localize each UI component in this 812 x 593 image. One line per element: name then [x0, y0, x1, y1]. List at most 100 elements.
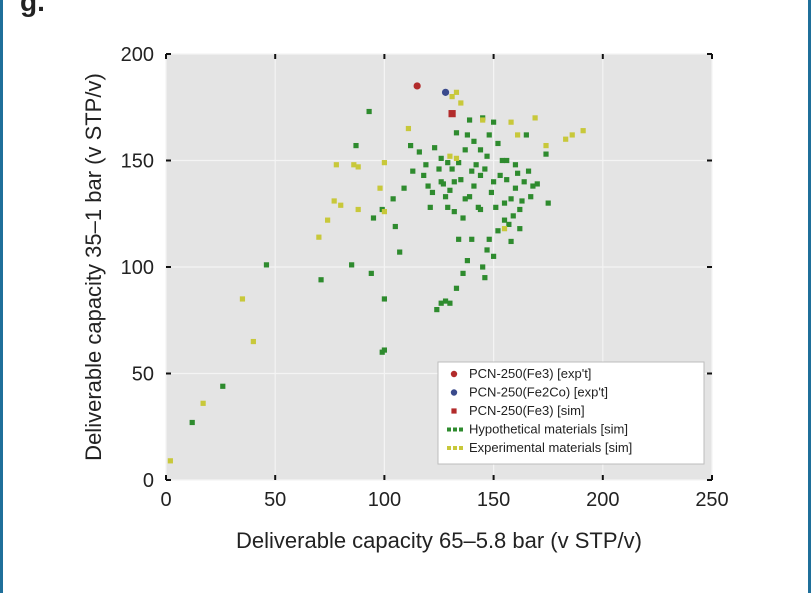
legend-label: PCN-250(Fe3) [exp't] [469, 366, 591, 381]
data-point [381, 347, 387, 353]
data-point [355, 206, 361, 213]
data-point [469, 236, 475, 242]
data-point [333, 162, 339, 168]
data-point [512, 162, 519, 168]
data-point [421, 172, 427, 179]
data-point [263, 262, 270, 268]
data-point [491, 119, 497, 125]
data-point [512, 185, 519, 191]
data-point [331, 198, 337, 204]
data-point [528, 194, 534, 200]
x-tick-label: 50 [264, 489, 286, 511]
data-point [530, 183, 536, 189]
data-point [504, 177, 510, 183]
data-point [521, 179, 527, 185]
data-point [445, 204, 451, 210]
data-point [318, 277, 324, 283]
data-point [370, 215, 377, 221]
data-point [495, 140, 501, 147]
legend-entry: Hypothetical materials [sim] [447, 422, 628, 437]
y-tick-labels: 0 50 100 150 200 [121, 44, 154, 492]
data-point [508, 196, 514, 202]
data-point [493, 204, 499, 210]
data-point [482, 166, 488, 172]
legend-box [437, 361, 705, 465]
data-point [453, 285, 460, 291]
data-point [525, 168, 532, 174]
data-point [471, 138, 477, 144]
data-point [517, 206, 523, 213]
data-point [480, 117, 486, 123]
data-point [569, 132, 575, 138]
data-point [377, 185, 383, 191]
legend-marker [453, 427, 457, 432]
y-tick-label: 0 [143, 470, 154, 492]
data-point [432, 145, 438, 151]
data-point [349, 262, 355, 268]
data-point [447, 153, 453, 159]
data-point [450, 370, 458, 378]
data-point [436, 166, 442, 172]
data-point [519, 198, 525, 204]
data-point [325, 217, 331, 223]
data-point [449, 166, 455, 172]
data-point [486, 236, 492, 242]
data-point [469, 168, 475, 174]
y-tick-label: 100 [121, 257, 154, 279]
data-point [462, 147, 468, 153]
data-point [482, 275, 488, 281]
legend-marker [459, 446, 463, 450]
data-point [515, 170, 521, 176]
data-point [453, 155, 460, 161]
x-tick-label: 200 [586, 489, 619, 511]
data-point [532, 115, 538, 121]
frame-left-border [0, 0, 3, 593]
data-point [368, 270, 374, 276]
data-point [458, 177, 464, 183]
data-point [381, 296, 387, 302]
data-point [460, 270, 466, 276]
y-tick-label: 200 [121, 44, 154, 66]
data-point [491, 253, 497, 259]
data-point [451, 179, 457, 185]
legend-marker [453, 446, 457, 450]
data-point [438, 300, 444, 306]
data-point [506, 221, 512, 227]
data-point [438, 155, 444, 161]
data-point [423, 162, 429, 168]
data-point [488, 189, 495, 196]
data-point [508, 238, 514, 245]
legend-label: PCN-250(Fe3) [sim] [469, 403, 585, 418]
data-point [355, 164, 361, 170]
data-point [460, 215, 466, 221]
data-point [510, 213, 516, 219]
data-point [466, 194, 473, 200]
data-point [495, 228, 501, 234]
legend-marker [459, 427, 463, 432]
data-point [464, 132, 470, 138]
data-point [456, 236, 462, 242]
data-point [316, 234, 322, 240]
data-point [534, 181, 540, 187]
data-point [366, 108, 372, 115]
x-tick-label: 100 [368, 489, 401, 511]
data-point [515, 132, 521, 138]
data-point [486, 132, 492, 138]
data-point [499, 157, 505, 164]
data-point [523, 132, 529, 138]
legend: PCN-250(Fe3) [exp't] PCN-250(Fe2Co) [exp'… [437, 361, 705, 465]
data-point [390, 196, 396, 202]
legend-entry: PCN-250(Fe3) [sim] [451, 403, 585, 418]
legend-label: Hypothetical materials [sim] [469, 422, 628, 437]
data-point [543, 151, 549, 157]
data-point [381, 209, 387, 215]
data-point [250, 338, 256, 345]
data-point [501, 226, 508, 232]
data-point [427, 204, 433, 210]
data-point [451, 209, 457, 215]
data-point [397, 249, 403, 255]
data-point [450, 389, 458, 396]
data-point [580, 128, 586, 134]
data-point [401, 185, 407, 191]
